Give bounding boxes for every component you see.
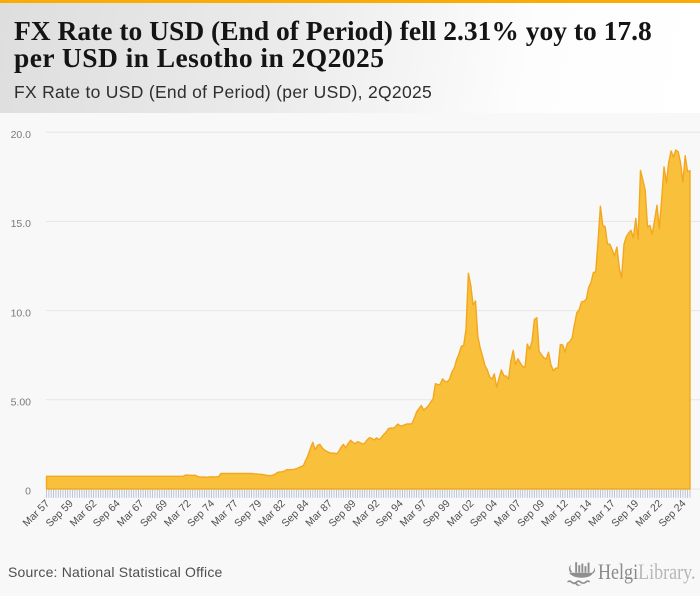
svg-text:5.00: 5.00 <box>11 397 32 409</box>
svg-text:15.0: 15.0 <box>11 218 32 230</box>
svg-text:Sep 24: Sep 24 <box>657 498 689 530</box>
svg-text:20.0: 20.0 <box>11 129 32 141</box>
svg-text:10.0: 10.0 <box>11 307 32 319</box>
svg-text:0: 0 <box>25 486 31 498</box>
